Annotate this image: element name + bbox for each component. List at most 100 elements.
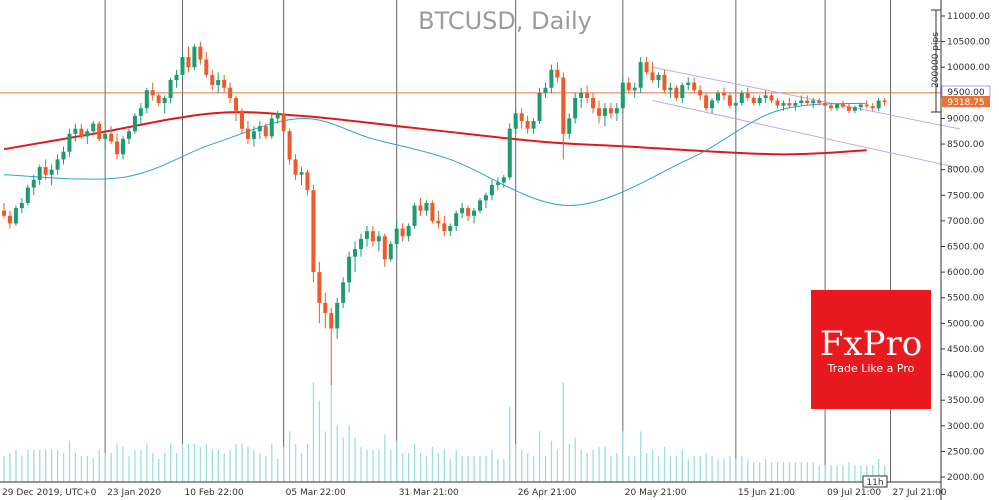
- candle: [805, 95, 810, 106]
- candle: [222, 74, 227, 93]
- volume-bar: [9, 452, 11, 483]
- candle-body: [870, 106, 875, 109]
- candle-body: [305, 172, 310, 191]
- volume-bar: [568, 443, 570, 483]
- candle: [269, 113, 274, 139]
- candle-body: [61, 151, 66, 160]
- candle-body: [638, 62, 643, 88]
- volume-bar: [687, 459, 689, 483]
- candle-body: [418, 205, 423, 211]
- candle: [573, 92, 578, 124]
- candle: [811, 97, 816, 109]
- y-tick-label: 6000.00: [947, 268, 984, 278]
- volume-bar: [193, 443, 196, 483]
- candle: [751, 95, 756, 106]
- candle-body: [585, 92, 590, 98]
- candle-body: [495, 182, 500, 186]
- candle: [359, 233, 363, 257]
- candle-body: [489, 185, 494, 196]
- candle: [561, 72, 566, 160]
- candle: [424, 200, 429, 216]
- candle-body: [507, 128, 512, 178]
- volume-bar: [300, 452, 303, 483]
- candle: [43, 159, 48, 180]
- candle-body: [192, 46, 197, 68]
- volume-bar: [402, 452, 404, 483]
- candle: [394, 220, 399, 250]
- candle: [882, 97, 887, 106]
- x-tick-label: 29 Dec 2019, UTC+0: [2, 488, 97, 498]
- candle-body: [79, 128, 84, 137]
- candle-body: [168, 80, 173, 98]
- candle-body: [275, 113, 280, 119]
- bid-price-badge: 9318.75: [942, 96, 990, 108]
- volume-bar: [765, 459, 767, 483]
- candle: [180, 51, 185, 78]
- candle-body: [525, 121, 530, 129]
- candle: [799, 95, 804, 106]
- candle: [19, 197, 24, 214]
- candle: [150, 82, 155, 101]
- volume-bar: [556, 449, 559, 483]
- candle: [543, 82, 548, 98]
- volume-bar: [122, 446, 124, 483]
- y-tick-label: 5000.00: [947, 319, 984, 329]
- price-level-value: 9500.00: [947, 88, 984, 98]
- volume-bar: [610, 455, 612, 483]
- candle-body: [323, 302, 328, 314]
- volume-bar: [384, 434, 386, 483]
- candle: [287, 128, 292, 165]
- candle: [97, 121, 102, 142]
- candle-body: [281, 113, 286, 132]
- x-tick-label: 20 May 21:00: [625, 488, 687, 498]
- candle: [37, 164, 42, 186]
- candle: [489, 179, 494, 201]
- volume-bar: [592, 449, 594, 483]
- volume-bar: [854, 465, 856, 483]
- candle: [430, 200, 435, 224]
- candle: [132, 113, 137, 134]
- volume-bar: [782, 462, 785, 483]
- candle-body: [817, 100, 822, 104]
- candle-body: [710, 100, 715, 109]
- candle: [692, 77, 697, 93]
- candle: [716, 90, 720, 104]
- volume-bar: [98, 449, 100, 483]
- candle-body: [85, 131, 90, 137]
- candle-body: [513, 113, 518, 129]
- candle-body: [840, 104, 845, 107]
- time-marker: 11h: [862, 475, 888, 488]
- candle-body: [49, 169, 54, 175]
- candle-body: [25, 187, 30, 203]
- candle: [840, 100, 845, 109]
- candle: [585, 85, 590, 104]
- candle: [597, 100, 601, 124]
- volume-bar: [396, 440, 398, 483]
- candle: [121, 136, 125, 160]
- candle-body: [144, 90, 149, 109]
- volume-bar: [140, 449, 142, 483]
- volume-bar: [294, 443, 297, 483]
- candle-body: [293, 159, 298, 175]
- candle-body: [823, 103, 828, 106]
- candle: [370, 226, 375, 247]
- volume-bar: [318, 400, 321, 483]
- candle-body: [251, 131, 256, 139]
- volume-bar: [33, 449, 35, 483]
- volume-bar: [657, 455, 660, 483]
- candle: [162, 95, 167, 114]
- candle-body: [727, 95, 732, 106]
- candle: [275, 110, 280, 124]
- candle-body: [210, 74, 215, 86]
- candle-body: [335, 302, 340, 329]
- candle-body: [91, 123, 96, 132]
- candle: [91, 121, 96, 134]
- candle-body: [448, 226, 453, 232]
- volume-bar: [604, 446, 606, 483]
- volume-bar: [812, 462, 814, 483]
- candle: [483, 192, 488, 209]
- candle: [668, 82, 673, 98]
- y-tick-label: 3000.00: [947, 422, 984, 432]
- y-tick-label: 9000.00: [947, 114, 984, 124]
- candle-body: [424, 202, 429, 211]
